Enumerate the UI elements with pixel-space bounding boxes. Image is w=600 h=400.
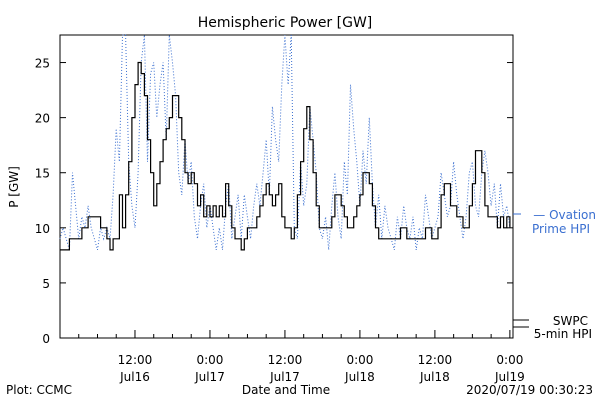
x-tick-time-label: 12:00 — [268, 353, 303, 367]
y-tick-label: 15 — [35, 167, 50, 181]
x-axis-ticks: 12:00 Jul16 0:00 Jul17 12:00 Jul17 0:00 Jul18 12… — [59, 330, 525, 384]
legend-ovation-label-line1: — Ovation — [533, 208, 596, 222]
x-tick-time-label: 0:00 — [196, 353, 223, 367]
y-tick-label: 20 — [35, 112, 50, 126]
y-tick-label: 10 — [35, 222, 50, 236]
y-tick-label: 0 — [42, 332, 50, 346]
x-tick-time-label: 0:00 — [346, 353, 373, 367]
plot-frame — [59, 34, 514, 339]
y-axis-title: P [GW] — [7, 166, 21, 208]
legend-ovation: — Ovation Prime HPI — [513, 208, 596, 236]
x-tick-date-label: Jul16 — [119, 370, 150, 384]
y-axis-ticks: 0 5 10 15 20 25 — [35, 57, 513, 346]
legend-swpc-label-line1: SWPC — [553, 314, 588, 328]
legend-ovation-label-line2: Prime HPI — [532, 222, 590, 236]
series-layer — [59, 34, 511, 251]
x-tick-date-label: Jul17 — [194, 370, 225, 384]
x-tick-time-label: 0:00 — [496, 353, 523, 367]
series-swpc-5min-line — [60, 61, 511, 251]
chart-title: Hemispheric Power [GW] — [198, 15, 373, 31]
x-tick-time-label: 12:00 — [118, 353, 153, 367]
y-tick-label: 5 — [42, 277, 50, 291]
x-tick-time-label: 12:00 — [418, 353, 453, 367]
x-tick-date-label: Jul19 — [494, 370, 525, 384]
x-tick-date-label: Jul18 — [419, 370, 450, 384]
plot-credit: Plot: CCMC — [6, 383, 72, 397]
legend-swpc: SWPC 5-min HPI — [513, 314, 592, 341]
y-tick-label: 25 — [35, 57, 50, 71]
series-ovation-prime-line — [59, 34, 511, 251]
x-tick-date-label: Jul17 — [269, 370, 300, 384]
x-tick-date-label: Jul18 — [344, 370, 375, 384]
x-axis-title: Date and Time — [242, 383, 330, 397]
plot-timestamp: 2020/07/19 00:30:23 — [466, 383, 593, 397]
legend-swpc-label-line2: 5-min HPI — [534, 327, 592, 341]
